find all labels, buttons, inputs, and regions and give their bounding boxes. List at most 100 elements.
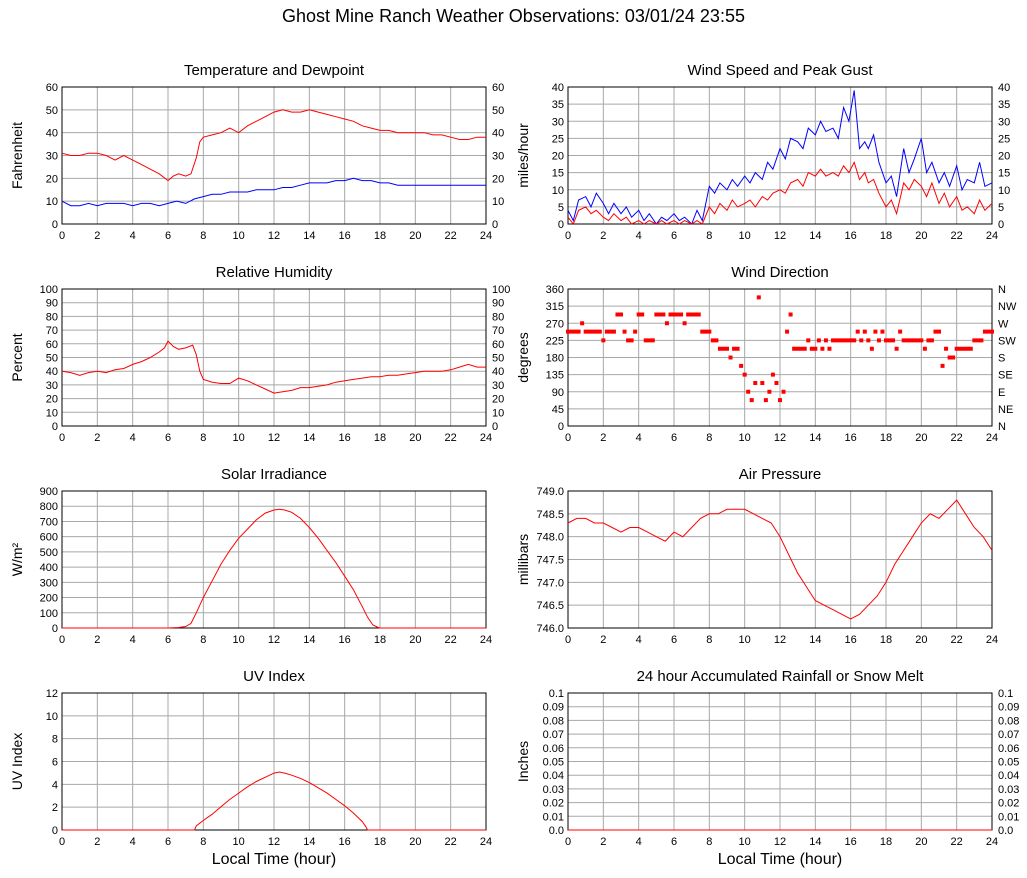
y-tick-label: 20 (46, 173, 58, 185)
y-tick-label: 30 (46, 151, 58, 163)
x-tick-label: 24 (480, 634, 492, 646)
x-tick-label: 0 (565, 432, 571, 444)
wind-direction-point (838, 338, 843, 343)
plot-frame (61, 490, 487, 629)
wind-direction-point (788, 312, 793, 317)
y-tick-label: 700 (40, 516, 58, 528)
y-tick-label: 748.5 (536, 509, 564, 521)
wind-direction-point (770, 372, 775, 377)
y-tick-label: 300 (40, 577, 58, 589)
y-tick-label: 35 (552, 99, 564, 111)
wind-direction-point (580, 321, 585, 326)
wind-direction-point (947, 355, 952, 360)
wind-direction-point (908, 338, 913, 343)
y-tick-label: 270 (546, 318, 564, 330)
wind-direction-point (668, 312, 673, 317)
y-tick-label: 180 (546, 353, 564, 365)
x-tick-label: 12 (774, 634, 786, 646)
y-tick-label: 45 (552, 404, 564, 416)
wind-direction-point (604, 329, 609, 334)
wind-direction-point (661, 312, 666, 317)
y-axis-label: miles/hour (515, 123, 531, 188)
wind-direction-point (852, 338, 857, 343)
y-tick-label: 0 (52, 219, 58, 231)
wind-direction-point (827, 346, 832, 351)
wind-direction-point (820, 346, 825, 351)
x-tick-label: 12 (774, 432, 786, 444)
right-tick-label: 0.07 (998, 729, 1019, 741)
series-line (567, 90, 993, 225)
y-tick-label: 747.0 (536, 577, 564, 589)
x-tick-label: 6 (671, 432, 677, 444)
x-tick-label: 24 (986, 634, 998, 646)
series-line (61, 109, 486, 182)
right-tick-label: 10 (492, 407, 504, 419)
y-tick-label: 40 (46, 366, 58, 378)
chart-title: Air Pressure (739, 466, 822, 483)
x-tick-label: 18 (374, 634, 386, 646)
wind-direction-point (915, 338, 920, 343)
y-tick-label: 0.05 (543, 757, 564, 769)
wind-direction-point (799, 346, 804, 351)
wind-direction-point (714, 338, 719, 343)
right-tick-label: SE (998, 370, 1013, 382)
x-tick-label: 10 (233, 230, 245, 242)
wind-direction-point (633, 329, 638, 334)
x-tick-label: 2 (94, 230, 100, 242)
x-tick-label: 12 (268, 230, 280, 242)
wind-direction-point (735, 346, 740, 351)
x-tick-label: 2 (600, 634, 606, 646)
chart-title: Temperature and Dewpoint (184, 62, 365, 79)
y-tick-label: 60 (46, 339, 58, 351)
x-tick-label: 12 (268, 634, 280, 646)
wind-direction-point (679, 312, 684, 317)
x-tick-label: 2 (94, 634, 100, 646)
x-tick-label: 4 (130, 230, 136, 242)
y-axis-label: Percent (9, 333, 25, 381)
x-tick-label: 6 (165, 634, 171, 646)
wind-direction-point (961, 346, 966, 351)
wind-direction-point (806, 338, 811, 343)
y-tick-label: 400 (40, 562, 58, 574)
wind-direction-point (778, 398, 782, 403)
x-tick-label: 6 (165, 836, 171, 848)
x-tick-label: 4 (636, 634, 642, 646)
x-tick-label: 22 (445, 634, 457, 646)
wind-direction-point (763, 398, 768, 403)
y-tick-label: 600 (40, 532, 58, 544)
x-tick-label: 22 (951, 634, 963, 646)
y-axis-label: Inches (515, 741, 531, 782)
wind-direction-point (841, 338, 846, 343)
wind-direction-point (809, 346, 814, 351)
x-tick-label: 4 (130, 836, 136, 848)
wind-direction-point (795, 346, 800, 351)
y-tick-label: 20 (46, 394, 58, 406)
y-tick-label: 100 (40, 284, 58, 296)
x-tick-label: 14 (809, 634, 821, 646)
x-tick-label: 8 (706, 432, 712, 444)
wind-direction-point (823, 338, 828, 343)
right-tick-label: 40 (492, 128, 504, 140)
x-tick-label: 6 (165, 432, 171, 444)
wind-direction-point (785, 329, 790, 334)
right-tick-label: 90 (492, 298, 504, 310)
y-tick-label: 0.1 (549, 688, 564, 700)
y-tick-label: 746.5 (536, 600, 564, 612)
x-tick-label: 24 (480, 432, 492, 444)
y-tick-label: 30 (552, 116, 564, 128)
wind-direction-point (965, 346, 970, 351)
right-tick-label: 0.0 (998, 825, 1013, 837)
y-axis-label: millibars (515, 534, 531, 585)
wind-direction-point (721, 346, 726, 351)
wind-direction-point (686, 312, 691, 317)
x-tick-label: 20 (409, 836, 421, 848)
y-tick-label: 10 (552, 185, 564, 197)
wind-direction-point (594, 329, 599, 334)
x-tick-label: 22 (445, 432, 457, 444)
wind-direction-point (975, 338, 980, 343)
wind-direction-point (880, 329, 885, 334)
right-tick-label: 0 (998, 219, 1004, 231)
x-axis-label: Local Time (hour) (212, 851, 337, 868)
wind-direction-point (689, 312, 694, 317)
